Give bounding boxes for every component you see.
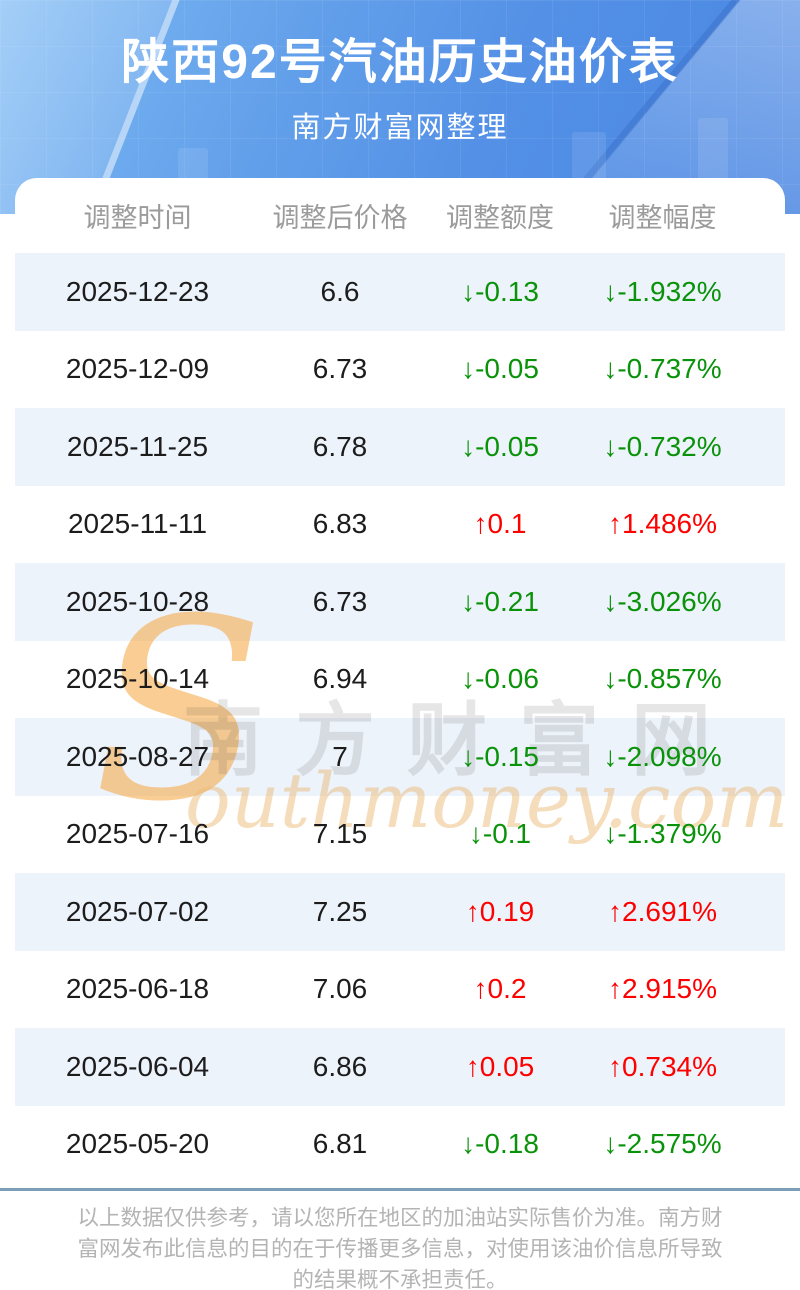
cell-date: 2025-12-09	[65, 353, 210, 385]
cell-price: 6.78	[312, 430, 368, 462]
cell-date: 2025-11-11	[67, 508, 208, 540]
table-body: 2025-12-23 6.6 ↓-0.13 ↓-1.932% 2025-12-09 6.7…	[15, 253, 785, 1183]
cell-percent: ↑2.915%	[608, 973, 717, 1005]
disclaimer-text: 以上数据仅供参考，请以您所在地区的加油站实际售价为准。南方财富网发布此信息的目的…	[77, 1206, 723, 1290]
column-header-adjusted-price: 调整后价格	[272, 203, 408, 233]
cell-percent: ↓-1.932%	[603, 275, 722, 307]
cell-change: ↓-0.15	[461, 740, 539, 772]
cell-change: ↓-0.21	[461, 585, 539, 617]
cell-percent: ↑1.486%	[608, 508, 717, 540]
cell-date: 2025-06-18	[65, 973, 210, 1005]
cell-date: 2025-10-28	[65, 585, 210, 617]
cell-percent: ↓-3.026%	[603, 585, 722, 617]
cell-price: 6.81	[312, 1128, 368, 1160]
table-row: 2025-10-14 6.94 ↓-0.06 ↓-0.857%	[15, 641, 785, 719]
table-row: 2025-11-25 6.78 ↓-0.05 ↓-0.732%	[15, 408, 785, 486]
cell-change: ↑0.05	[465, 1050, 535, 1082]
table-row: 2025-10-28 6.73 ↓-0.21 ↓-3.026%	[15, 563, 785, 641]
table-row: 2025-12-23 6.6 ↓-0.13 ↓-1.932%	[15, 253, 785, 331]
cell-price: 6.83	[312, 508, 368, 540]
cell-date: 2025-12-23	[65, 275, 210, 307]
cell-percent: ↓-1.379%	[603, 818, 722, 850]
cell-percent: ↓-2.098%	[603, 740, 722, 772]
cell-date: 2025-10-14	[65, 663, 210, 695]
table-row: 2025-07-02 7.25 ↑0.19 ↑2.691%	[15, 873, 785, 951]
footer-divider	[0, 1188, 800, 1191]
cell-price: 6.73	[312, 585, 368, 617]
table-row: 2025-08-27 7 ↓-0.15 ↓-2.098%	[15, 718, 785, 796]
cell-percent: ↑0.734%	[608, 1050, 717, 1082]
page-title: 陕西92号汽油历史油价表	[121, 36, 679, 89]
cell-price: 7.15	[312, 818, 368, 850]
table-row: 2025-05-20 6.81 ↓-0.18 ↓-2.575%	[15, 1106, 785, 1184]
table-row: 2025-12-09 6.73 ↓-0.05 ↓-0.737%	[15, 331, 785, 409]
cell-change: ↓-0.06	[461, 663, 539, 695]
cell-percent: ↓-0.737%	[603, 353, 722, 385]
cell-date: 2025-05-20	[65, 1128, 210, 1160]
cell-change: ↓-0.13	[461, 275, 539, 307]
cell-price: 6.86	[312, 1050, 368, 1082]
page-subtitle: 南方财富网整理	[291, 112, 509, 144]
cell-price: 7.06	[312, 973, 368, 1005]
table-row: 2025-06-18 7.06 ↑0.2 ↑2.915%	[15, 951, 785, 1029]
cell-change: ↓-0.18	[461, 1128, 539, 1160]
column-header-adjust-amount: 调整额度	[446, 203, 554, 233]
cell-date: 2025-08-27	[65, 740, 210, 772]
cell-date: 2025-07-02	[65, 895, 210, 927]
cell-percent: ↓-0.857%	[603, 663, 722, 695]
cell-price: 6.94	[312, 663, 368, 695]
cell-change: ↓-0.1	[468, 818, 532, 850]
column-header-adjust-time: 调整时间	[83, 203, 192, 233]
cell-change: ↑0.2	[473, 973, 527, 1005]
table-row: 2025-11-11 6.83 ↑0.1 ↑1.486%	[15, 486, 785, 564]
column-header-adjust-rate: 调整幅度	[608, 203, 717, 233]
price-table-card: S 南方财富网 outhmoney.com 调整时间 调整后价格 调整额度 调整…	[15, 178, 785, 1183]
cell-price: 6.6	[320, 275, 360, 307]
cell-percent: ↓-2.575%	[603, 1128, 722, 1160]
cell-change: ↓-0.05	[461, 430, 539, 462]
table-header-row: 调整时间 调整后价格 调整额度 调整幅度	[15, 178, 785, 253]
cell-date: 2025-07-16	[65, 818, 210, 850]
cell-change: ↑0.1	[473, 508, 527, 540]
cell-date: 2025-06-04	[65, 1050, 210, 1082]
cell-percent: ↓-0.732%	[603, 430, 722, 462]
table-row: 2025-06-04 6.86 ↑0.05 ↑0.734%	[15, 1028, 785, 1106]
cell-change: ↓-0.05	[461, 353, 539, 385]
cell-change: ↑0.19	[465, 895, 535, 927]
table-row: 2025-07-16 7.15 ↓-0.1 ↓-1.379%	[15, 796, 785, 874]
cell-date: 2025-11-25	[66, 430, 209, 462]
cell-price: 7	[332, 740, 348, 772]
cell-price: 7.25	[312, 895, 368, 927]
cell-price: 6.73	[312, 353, 368, 385]
cell-percent: ↑2.691%	[608, 895, 717, 927]
